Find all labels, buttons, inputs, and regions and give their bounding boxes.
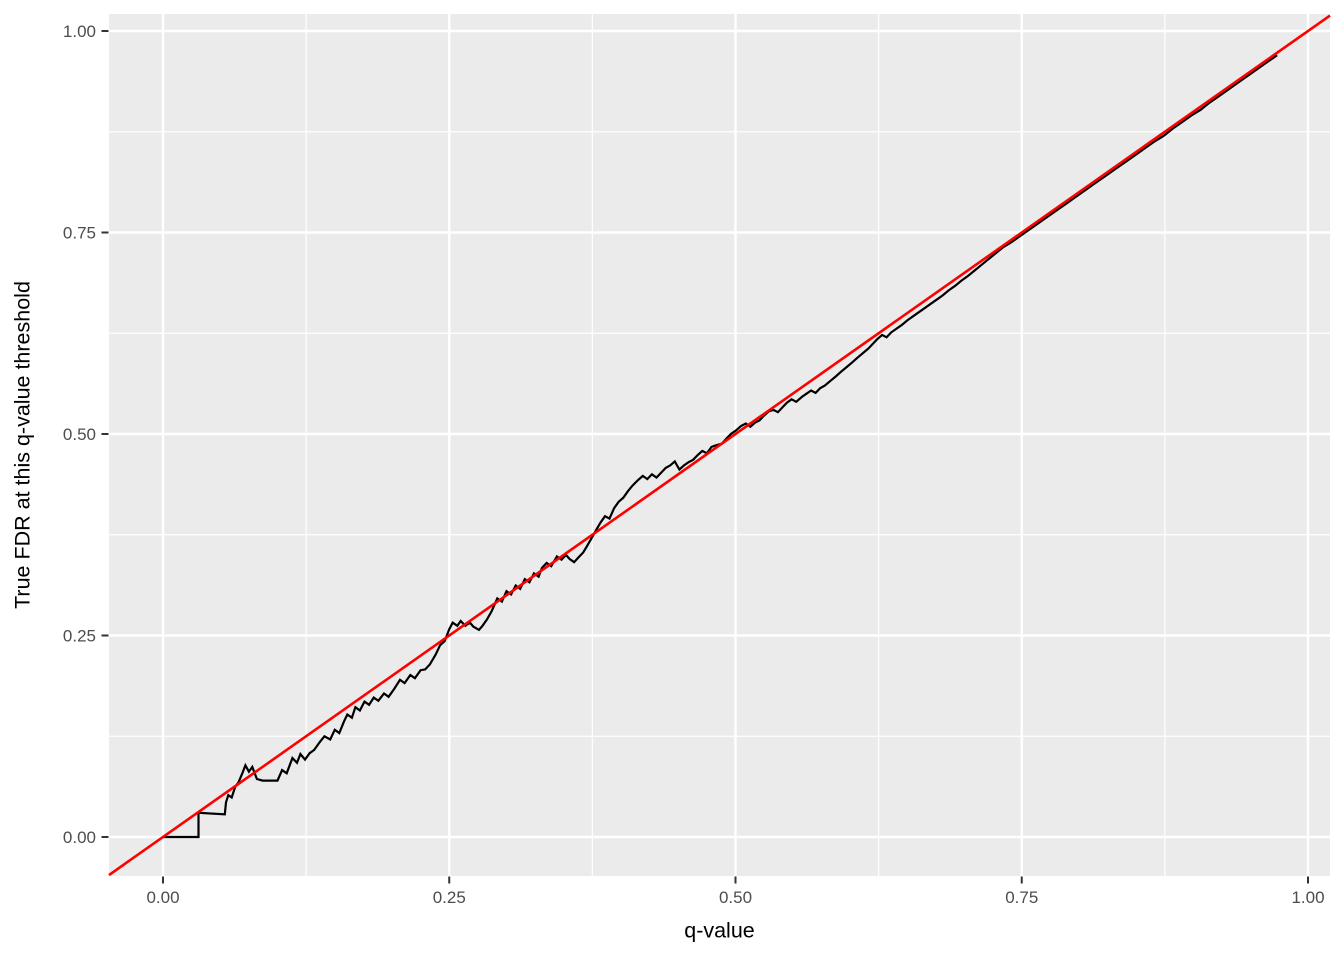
y-tick-label: 0.00 — [63, 828, 96, 847]
y-tick-label: 0.25 — [63, 626, 96, 645]
y-tick-label: 1.00 — [63, 22, 96, 41]
x-tick-label: 0.50 — [719, 888, 752, 907]
x-tick-label: 1.00 — [1291, 888, 1324, 907]
true-fdr-curve — [163, 54, 1278, 839]
y-axis-ticks: 0.00 0.25 0.50 0.75 1.00 — [63, 22, 109, 847]
x-tick-label: 0.75 — [1005, 888, 1038, 907]
y-tick-label: 0.50 — [63, 425, 96, 444]
y-tick-label: 0.75 — [63, 223, 96, 242]
x-axis-title: q-value — [684, 919, 755, 943]
x-axis-ticks: 0.00 0.25 0.50 0.75 1.00 — [146, 876, 1325, 907]
data-series-layer — [108, 14, 1331, 877]
identity-reference-line — [108, 14, 1331, 877]
x-tick-label: 0.25 — [433, 888, 466, 907]
minor-gridlines — [109, 14, 1330, 876]
major-gridlines — [109, 14, 1330, 876]
y-axis-title: True FDR at this q-value threshold — [11, 281, 35, 609]
x-tick-label: 0.00 — [146, 888, 179, 907]
